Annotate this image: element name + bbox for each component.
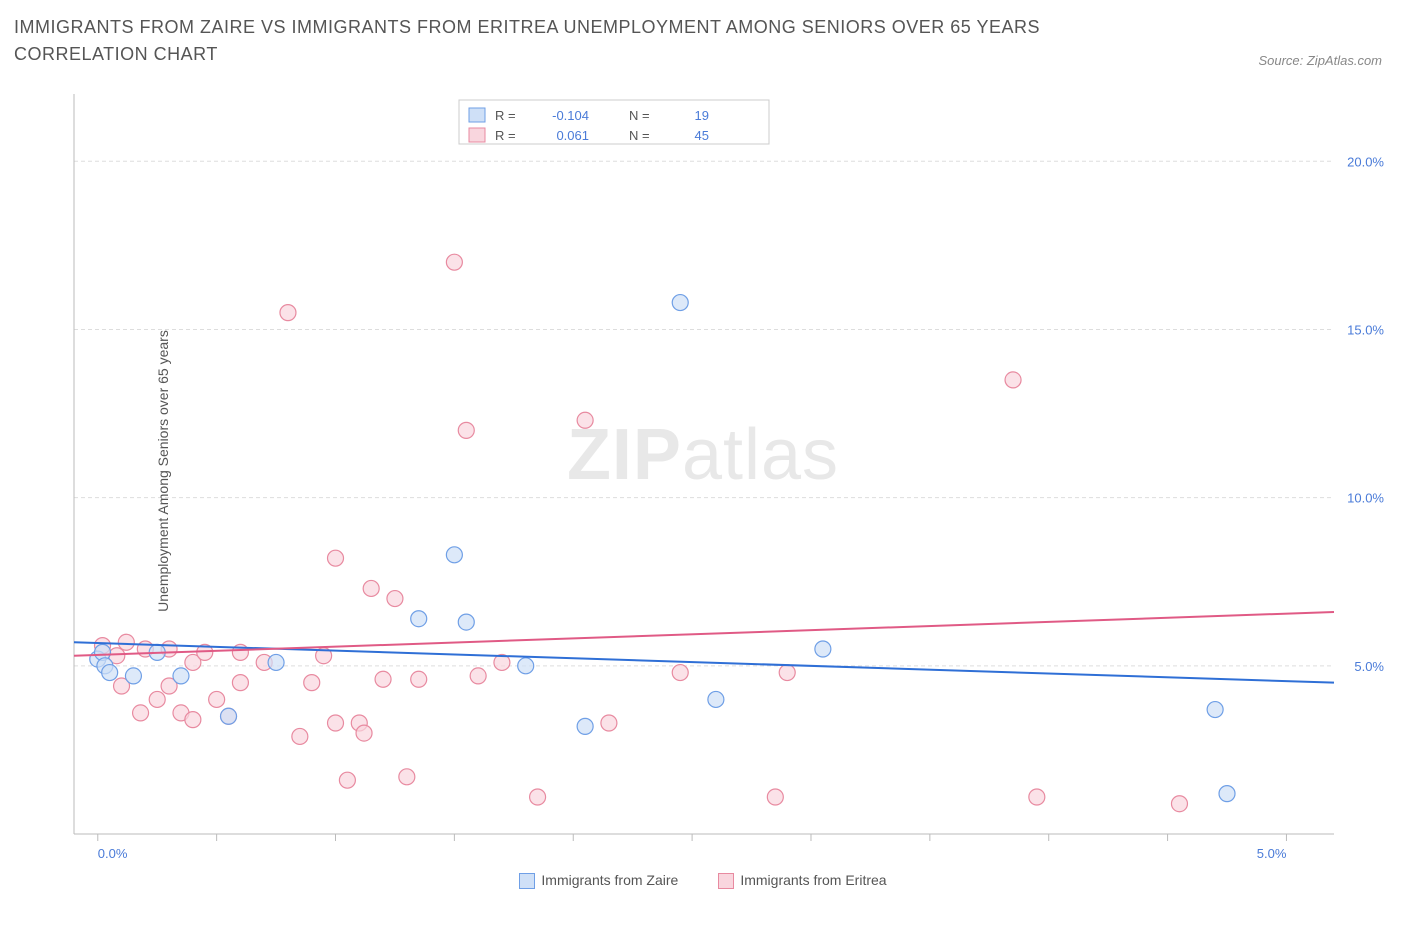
- source-attribution: Source: ZipAtlas.com: [1258, 53, 1382, 68]
- legend-swatch: [519, 873, 535, 889]
- legend-item: Immigrants from Eritrea: [718, 872, 886, 889]
- svg-text:19: 19: [695, 108, 709, 123]
- svg-text:N =: N =: [629, 108, 650, 123]
- legend-label: Immigrants from Zaire: [541, 872, 678, 888]
- svg-text:0.061: 0.061: [556, 128, 589, 143]
- svg-text:0.0%: 0.0%: [98, 846, 128, 861]
- legend-swatch: [718, 873, 734, 889]
- svg-text:5.0%: 5.0%: [1257, 846, 1287, 861]
- scatter-chart: 5.0% 10.0% 15.0% 20.0% 0.0% 5.0% R = -0.104 N = 1…: [14, 76, 1392, 866]
- legend-label: Immigrants from Eritrea: [740, 872, 886, 888]
- svg-text:15.0%: 15.0%: [1347, 322, 1384, 337]
- svg-text:R =: R =: [495, 108, 516, 123]
- svg-text:N =: N =: [629, 128, 650, 143]
- chart-container: Unemployment Among Seniors over 65 years…: [14, 76, 1392, 866]
- svg-text:R =: R =: [495, 128, 516, 143]
- svg-text:10.0%: 10.0%: [1347, 491, 1384, 506]
- svg-text:5.0%: 5.0%: [1354, 659, 1384, 674]
- svg-text:-0.104: -0.104: [552, 108, 589, 123]
- svg-text:45: 45: [695, 128, 709, 143]
- y-axis-label: Unemployment Among Seniors over 65 years: [155, 330, 171, 612]
- legend-bottom: Immigrants from Zaire Immigrants from Eri…: [14, 872, 1392, 889]
- legend-item: Immigrants from Zaire: [519, 872, 678, 889]
- svg-text:20.0%: 20.0%: [1347, 154, 1384, 169]
- chart-title: IMMIGRANTS FROM ZAIRE VS IMMIGRANTS FROM…: [14, 14, 1114, 68]
